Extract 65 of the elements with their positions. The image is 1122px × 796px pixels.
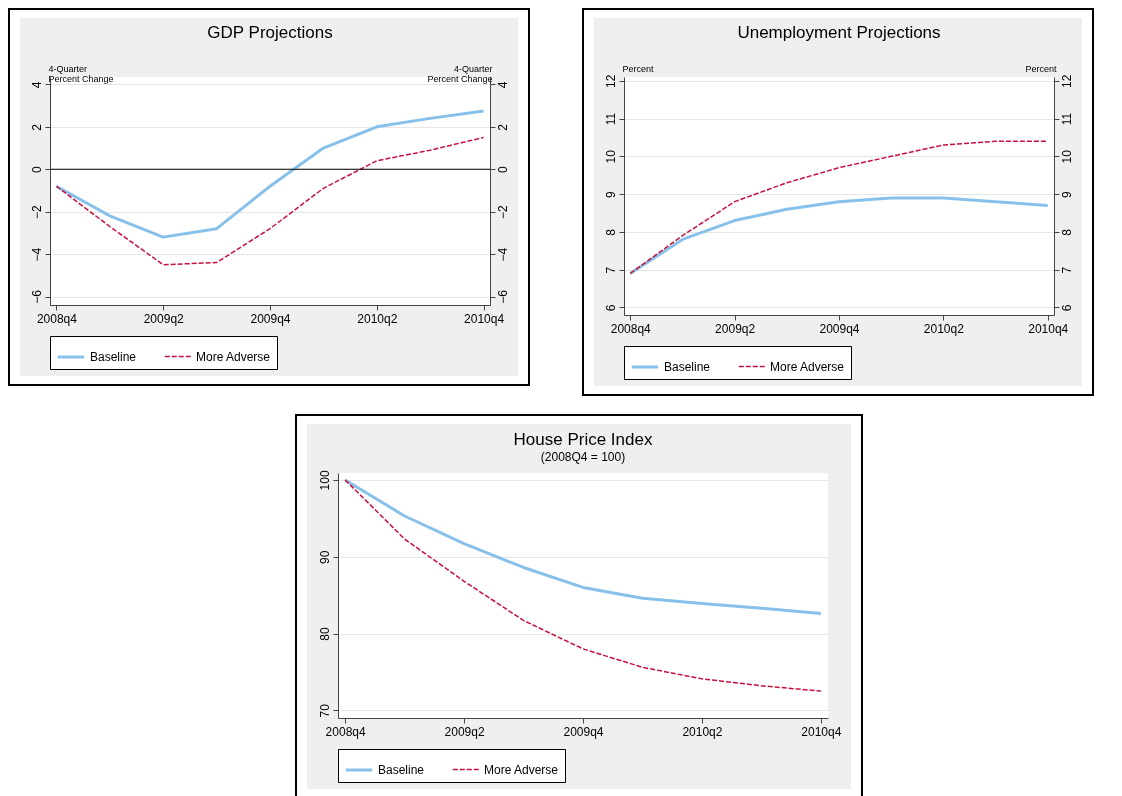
- y-axis-title: Percent: [622, 63, 655, 74]
- y-axis-title: 4-Quarter Percent Change: [48, 63, 114, 84]
- y2-tick-label: 9: [1059, 190, 1074, 198]
- y-tick-label: 80: [317, 627, 332, 641]
- line-series: [344, 479, 822, 692]
- x-tick-label: 2009q2: [444, 724, 485, 739]
- y-tick-label: 10: [603, 149, 618, 164]
- x-tick-label: 2010q2: [923, 321, 965, 336]
- y-tick-label: 7: [603, 266, 618, 274]
- y2-axis-title: Percent: [1025, 63, 1057, 74]
- x-tick-label: 2009q4: [250, 311, 291, 326]
- x-tick-label: 2009q4: [563, 724, 604, 739]
- line-series: [343, 478, 823, 616]
- y-tick-label: 6: [603, 304, 618, 312]
- y-tick-label: 2: [29, 123, 44, 131]
- x-tick-label: 2010q4: [464, 311, 505, 326]
- x-tick-label: 2009q2: [143, 311, 185, 326]
- x-tick-label: 2009q4: [819, 321, 860, 336]
- y-tick-label: −4: [29, 247, 44, 262]
- legend-label: Baseline: [90, 350, 137, 364]
- y2-tick-label: 11: [1059, 112, 1074, 126]
- legend-label: Baseline: [378, 763, 425, 777]
- chart-subtitle: (2008Q4 = 100): [540, 449, 626, 464]
- line-series: [55, 136, 485, 266]
- y-tick-label: 70: [317, 703, 332, 718]
- x-tick-label: 2009q2: [715, 321, 756, 336]
- y-tick-label: 9: [603, 190, 618, 198]
- legend-label: More Adverse: [196, 349, 271, 364]
- x-tick-label: 2010q2: [357, 311, 398, 326]
- y2-tick-label: 10: [1059, 149, 1074, 164]
- y2-tick-label: 8: [1059, 228, 1074, 236]
- x-tick-label: 2010q2: [682, 724, 723, 739]
- x-tick-label: 2008q4: [610, 321, 652, 336]
- y-tick-label: 11: [603, 112, 618, 126]
- chart-title: GDP Projections: [207, 23, 333, 42]
- legend-label: More Adverse: [484, 762, 559, 777]
- x-tick-label: 2010q4: [1028, 321, 1069, 336]
- legend-label: Baseline: [664, 360, 711, 374]
- line-series: [628, 196, 1050, 275]
- y2-tick-label: −2: [495, 205, 510, 220]
- y2-tick-label: −6: [495, 289, 510, 304]
- x-tick-label: 2008q4: [325, 724, 366, 739]
- y-tick-label: −2: [29, 205, 44, 220]
- y2-axis-title: 4-Quarter Percent Change: [427, 63, 493, 84]
- y-tick-label: 12: [603, 74, 618, 88]
- line-series: [54, 109, 486, 239]
- x-tick-label: 2008q4: [36, 311, 78, 326]
- legend-label: More Adverse: [770, 359, 845, 374]
- y2-tick-label: 6: [1059, 304, 1074, 312]
- y2-tick-label: 2: [495, 123, 510, 131]
- y-tick-label: 100: [317, 470, 332, 491]
- y2-tick-label: 7: [1059, 266, 1074, 274]
- y-tick-label: 8: [603, 228, 618, 236]
- line-series: [629, 140, 1049, 275]
- y2-tick-label: 12: [1059, 74, 1074, 88]
- y-tick-label: 0: [29, 166, 44, 174]
- y-tick-label: 4: [29, 81, 44, 89]
- y2-tick-label: 4: [495, 81, 510, 89]
- y2-tick-label: 0: [495, 166, 510, 174]
- chart-title: House Price Index: [513, 429, 653, 449]
- y-tick-label: 90: [317, 550, 332, 564]
- y-tick-label: −6: [29, 289, 44, 304]
- x-tick-label: 2010q4: [801, 724, 842, 739]
- chart-title: Unemployment Projections: [737, 23, 941, 42]
- y2-tick-label: −4: [495, 247, 510, 262]
